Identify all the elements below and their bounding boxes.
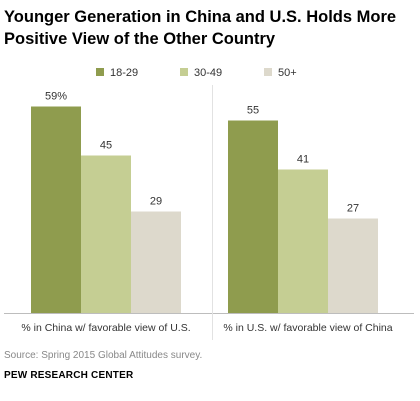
bar	[228, 120, 278, 313]
category-label: % in China w/ favorable view of U.S.	[21, 322, 190, 334]
data-label: 45	[100, 140, 112, 152]
legend-label: 50+	[278, 67, 297, 79]
legend-label: 18-29	[110, 67, 138, 79]
bar	[328, 218, 378, 313]
legend-label: 30-49	[194, 67, 222, 79]
chart-title: Younger Generation in China and U.S. Hol…	[4, 8, 397, 48]
data-label: 27	[347, 203, 359, 215]
legend-swatch	[180, 68, 188, 76]
data-label: 55	[247, 105, 259, 117]
source-note: Source: Spring 2015 Global Attitudes sur…	[4, 350, 203, 361]
category-label: % in U.S. w/ favorable view of China	[223, 322, 392, 334]
data-label: 29	[150, 196, 162, 208]
bar	[278, 169, 328, 313]
data-label: 59%	[45, 91, 67, 103]
bar	[31, 106, 81, 313]
legend-swatch	[264, 68, 272, 76]
legend-swatch	[96, 68, 104, 76]
bar	[81, 155, 131, 313]
organization-name: PEW RESEARCH CENTER	[4, 370, 134, 381]
data-label: 41	[297, 154, 309, 166]
bar	[131, 211, 181, 313]
